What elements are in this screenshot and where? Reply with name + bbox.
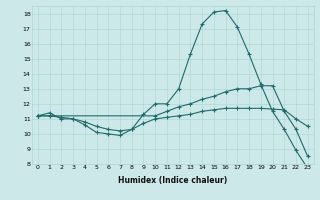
X-axis label: Humidex (Indice chaleur): Humidex (Indice chaleur) [118,176,228,185]
